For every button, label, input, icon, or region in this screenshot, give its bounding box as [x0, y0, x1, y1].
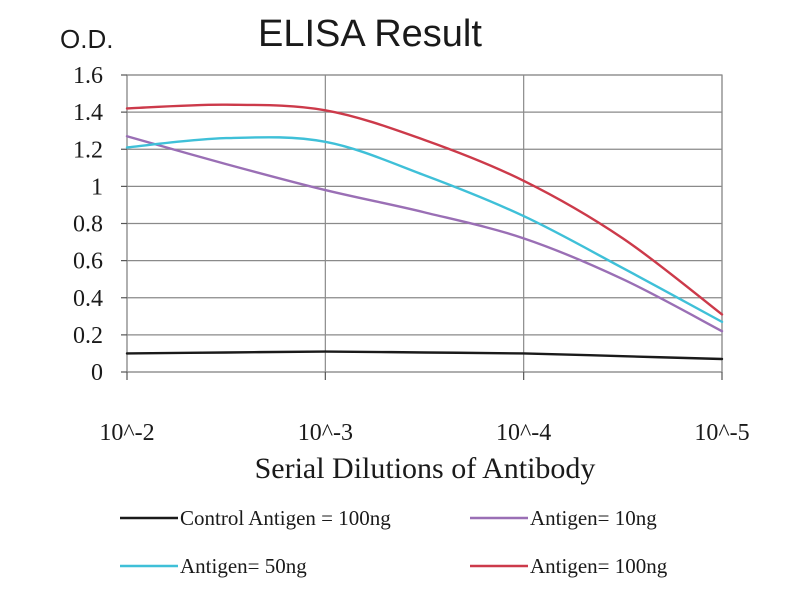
y-tick-label: 1.2	[73, 137, 103, 163]
legend-item: Antigen= 50ng	[120, 554, 307, 578]
legend-label: Antigen= 10ng	[530, 506, 657, 530]
series-line-2	[125, 136, 724, 324]
chart-title: ELISA Result	[258, 13, 482, 55]
legend-label: Control Antigen = 100ng	[180, 506, 391, 530]
x-tick-label: 10^-3	[298, 420, 353, 446]
series-line-1	[125, 135, 724, 333]
series-layer	[125, 103, 724, 361]
x-tick-label: 10^-4	[496, 420, 551, 446]
y-tick-label: 0.6	[73, 249, 103, 275]
legend-item: Antigen= 10ng	[470, 506, 657, 530]
legend: Control Antigen = 100ng Antigen= 10ng Anti…	[120, 506, 668, 578]
x-axis-label: Serial Dilutions of Antibody	[255, 452, 596, 485]
x-tick-label: 10^-5	[694, 420, 749, 446]
legend-item: Antigen= 100ng	[470, 554, 668, 578]
y-tick-label: 0.8	[73, 212, 103, 238]
legend-label: Antigen= 50ng	[180, 554, 307, 578]
y-tick-label: 1.4	[73, 100, 103, 126]
axis-layer: 0 0.2 0.4 0.6 0.8 1 1.2 1.4 1.6 10^-2 10^-3 10^-4 10…	[73, 63, 750, 446]
x-tick-label: 10^-2	[99, 420, 154, 446]
y-tick-label: 0.2	[73, 323, 103, 349]
y-tick-label: 1.6	[73, 63, 103, 89]
y-axis-label: O.D.	[60, 24, 113, 54]
legend-label: Antigen= 100ng	[530, 554, 668, 578]
grid-layer	[126, 74, 723, 373]
series-line-3	[125, 103, 724, 316]
y-tick-label: 0.4	[73, 286, 103, 312]
series-line-0	[125, 350, 724, 361]
y-tick-label: 1	[91, 174, 103, 200]
y-tick-label: 0	[91, 360, 103, 386]
legend-item: Control Antigen = 100ng	[120, 506, 391, 530]
